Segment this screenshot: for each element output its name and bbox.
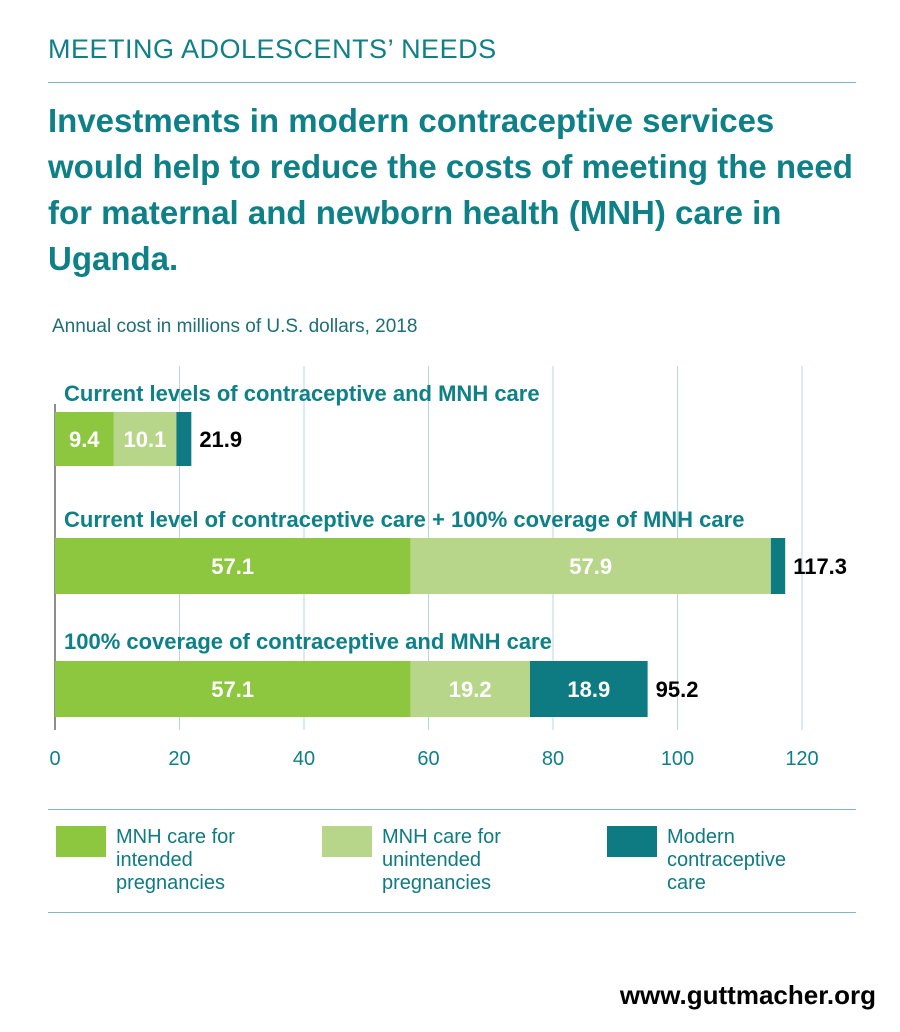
bar-total-label: 21.9 (199, 427, 242, 452)
legend-item-contraceptive: Modern contraceptive care (607, 826, 786, 895)
bar-segment (55, 538, 411, 594)
bar-value-label: 57.9 (569, 554, 612, 579)
bar-segment (55, 661, 411, 717)
legend-swatch-intended (56, 826, 106, 857)
legend-item-intended: MNH care for intended pregnancies (56, 826, 235, 895)
category-label: 100% coverage of contraceptive and MNH c… (64, 629, 552, 654)
bar-segment (770, 538, 786, 594)
x-tick-label: 60 (417, 748, 439, 770)
bar-value-label: 57.1 (211, 554, 254, 579)
header-divider (48, 82, 856, 83)
x-tick-label: 40 (293, 748, 315, 770)
legend-swatch-unintended (322, 826, 372, 857)
chart-headline: Investments in modern contraceptive serv… (48, 102, 853, 277)
bar-segment (410, 661, 530, 717)
legend-bottom-divider (48, 912, 856, 913)
bar-total-label: 117.3 (793, 554, 847, 579)
legend-label-unintended: MNH care for unintended pregnancies (382, 826, 501, 894)
bar-segment (529, 661, 648, 717)
category-label: Current levels of contraceptive and MNH … (64, 381, 540, 406)
legend-label-contraceptive: Modern contraceptive care (667, 826, 786, 894)
legend-top-divider (48, 809, 856, 810)
bar-value-label: 19.2 (449, 677, 492, 702)
bar-segment (113, 412, 177, 466)
legend-item-unintended: MNH care for unintended pregnancies (322, 826, 501, 895)
x-tick-label: 0 (49, 748, 60, 770)
bar-value-label: 57.1 (211, 677, 254, 702)
bar-value-label: 10.1 (124, 427, 167, 452)
section-kicker: MEETING ADOLESCENTS’ NEEDS (48, 34, 497, 64)
x-tick-label: 20 (168, 748, 190, 770)
x-tick-label: 80 (542, 748, 564, 770)
bar-segment (55, 412, 114, 466)
x-tick-label: 120 (785, 748, 818, 770)
chart-subtitle: Annual cost in millions of U.S. dollars,… (52, 316, 418, 337)
category-label: Current level of contraceptive care + 10… (64, 507, 744, 532)
stacked-bar-chart: 0 20 40 60 80 100 120 Current levels of contrac… (49, 366, 847, 770)
x-tick-label: 100 (661, 748, 694, 770)
bar-value-label: 9.4 (69, 427, 100, 452)
bar-total-label: 95.2 (656, 677, 699, 702)
legend-label-intended: MNH care for intended pregnancies (116, 826, 235, 894)
legend-swatch-contraceptive (607, 826, 657, 857)
bar-segment (410, 538, 771, 594)
footer-url: www.guttmacher.org (619, 980, 876, 1010)
bar-value-label: 18.9 (567, 677, 610, 702)
bar-segment (176, 412, 192, 466)
